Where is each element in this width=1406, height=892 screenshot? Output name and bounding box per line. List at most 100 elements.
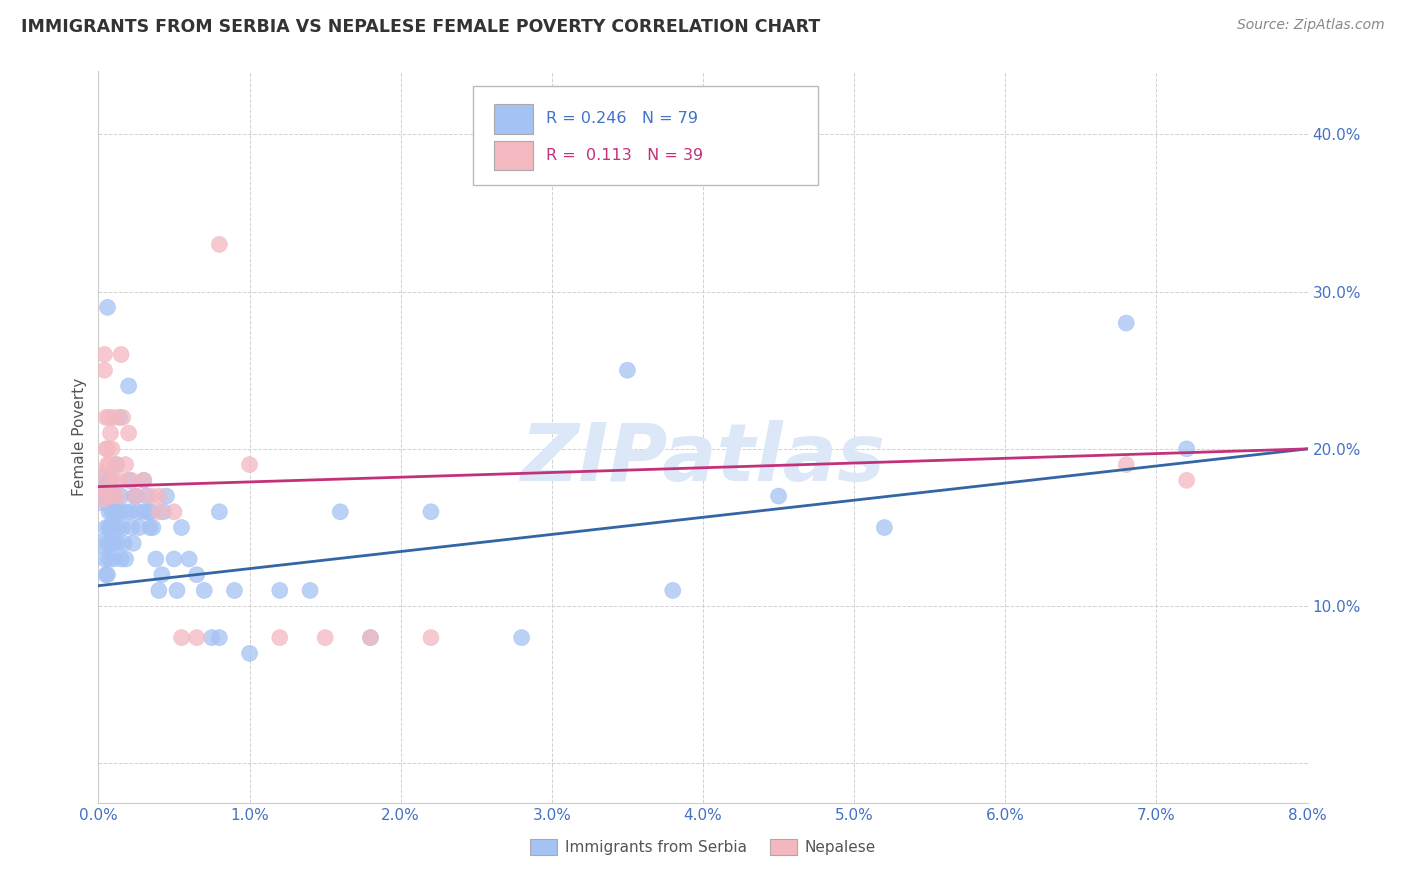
Point xyxy=(141,489,163,503)
Point xyxy=(1175,473,1198,487)
Point xyxy=(148,583,170,598)
Point xyxy=(98,505,121,519)
Point xyxy=(179,552,201,566)
Point xyxy=(299,583,322,598)
Point xyxy=(329,505,352,519)
Point xyxy=(93,363,115,377)
Point xyxy=(114,505,136,519)
Point xyxy=(96,301,118,315)
Point xyxy=(103,536,125,550)
Point xyxy=(314,631,336,645)
Point xyxy=(107,536,129,550)
Point xyxy=(105,458,128,472)
Point xyxy=(208,237,231,252)
Point xyxy=(148,505,170,519)
Text: R =  0.113   N = 39: R = 0.113 N = 39 xyxy=(546,148,703,163)
Bar xyxy=(494,141,533,170)
Legend: Immigrants from Serbia, Nepalese: Immigrants from Serbia, Nepalese xyxy=(523,833,883,861)
Point xyxy=(121,520,143,534)
Point xyxy=(101,536,124,550)
Point xyxy=(145,552,167,566)
Point xyxy=(148,489,170,503)
Point xyxy=(96,442,118,456)
Point xyxy=(94,520,117,534)
Point xyxy=(152,505,174,519)
Point xyxy=(101,505,124,519)
Point xyxy=(103,520,125,534)
Point xyxy=(136,505,159,519)
Point xyxy=(239,646,262,660)
Point xyxy=(163,552,186,566)
Point xyxy=(1115,316,1137,330)
Point xyxy=(94,567,117,582)
Point xyxy=(91,473,114,487)
Point xyxy=(186,631,208,645)
Point xyxy=(100,489,122,503)
Point xyxy=(105,505,128,519)
Point xyxy=(142,520,165,534)
Point xyxy=(107,489,129,503)
Point xyxy=(93,536,115,550)
Point xyxy=(163,505,186,519)
Point xyxy=(132,473,155,487)
Point xyxy=(768,489,790,503)
Point xyxy=(100,489,122,503)
Point xyxy=(98,552,121,566)
Point xyxy=(100,473,122,487)
Point xyxy=(96,458,118,472)
Point xyxy=(1115,458,1137,472)
Point xyxy=(125,489,148,503)
Point xyxy=(239,458,262,472)
Point xyxy=(118,473,141,487)
Text: IMMIGRANTS FROM SERBIA VS NEPALESE FEMALE POVERTY CORRELATION CHART: IMMIGRANTS FROM SERBIA VS NEPALESE FEMAL… xyxy=(21,18,820,36)
Point xyxy=(121,473,143,487)
Point xyxy=(139,520,162,534)
Y-axis label: Female Poverty: Female Poverty xyxy=(72,378,87,496)
Point xyxy=(114,552,136,566)
Point xyxy=(91,489,114,503)
Point xyxy=(96,567,118,582)
Point xyxy=(94,442,117,456)
Point xyxy=(124,489,146,503)
Point xyxy=(98,410,121,425)
Point xyxy=(269,631,291,645)
Text: R = 0.246   N = 79: R = 0.246 N = 79 xyxy=(546,112,697,127)
Point xyxy=(98,520,121,534)
Point xyxy=(118,426,141,441)
Point xyxy=(132,473,155,487)
Point xyxy=(166,583,188,598)
Point xyxy=(103,489,125,503)
Point xyxy=(360,631,382,645)
Point xyxy=(127,505,149,519)
Point xyxy=(360,631,382,645)
Point xyxy=(94,410,117,425)
Point xyxy=(100,426,122,441)
FancyBboxPatch shape xyxy=(474,86,818,185)
Point xyxy=(114,458,136,472)
Point xyxy=(101,442,124,456)
Point xyxy=(90,489,112,503)
Point xyxy=(170,631,193,645)
Point xyxy=(616,363,638,377)
Point xyxy=(108,410,131,425)
Text: Source: ZipAtlas.com: Source: ZipAtlas.com xyxy=(1237,18,1385,32)
Point xyxy=(110,347,132,361)
Point xyxy=(125,489,148,503)
Bar xyxy=(494,104,533,134)
Point xyxy=(96,536,118,550)
Point xyxy=(128,520,150,534)
Point xyxy=(186,567,208,582)
Point xyxy=(93,552,115,566)
Point xyxy=(135,489,157,503)
Point xyxy=(141,505,163,519)
Text: ZIPatlas: ZIPatlas xyxy=(520,420,886,498)
Point xyxy=(420,631,443,645)
Point xyxy=(269,583,291,598)
Point xyxy=(111,520,134,534)
Point xyxy=(111,410,134,425)
Point xyxy=(108,473,131,487)
Point xyxy=(103,552,125,566)
Point xyxy=(224,583,246,598)
Point xyxy=(108,505,131,519)
Point xyxy=(93,347,115,361)
